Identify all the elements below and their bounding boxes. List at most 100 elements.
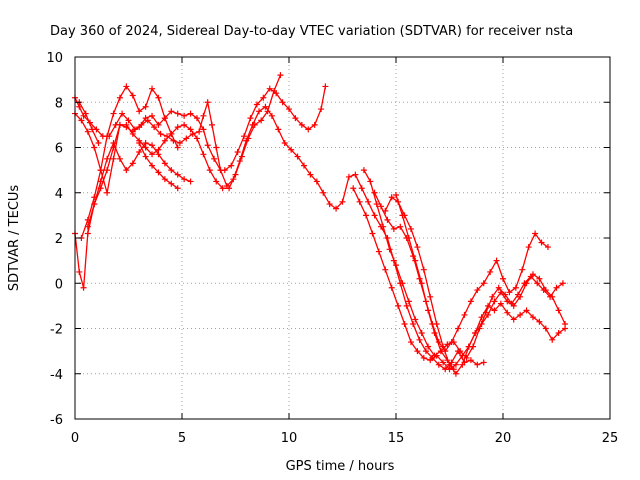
data-point	[155, 121, 162, 128]
data-point	[542, 325, 549, 332]
data-point	[401, 320, 408, 327]
y-tick-label: -2	[50, 323, 63, 338]
data-point	[382, 266, 389, 273]
data-point	[245, 135, 252, 142]
data-point	[472, 330, 479, 337]
data-point	[360, 167, 367, 174]
data-point	[298, 121, 305, 128]
data-point	[497, 289, 504, 296]
data-point	[95, 139, 102, 146]
series-trace	[78, 101, 100, 144]
data-point	[208, 121, 215, 128]
data-point	[388, 194, 395, 201]
data-point	[474, 287, 481, 294]
data-point	[529, 314, 536, 321]
series-trace	[374, 192, 549, 353]
data-point	[412, 316, 419, 323]
data-point	[358, 185, 365, 192]
data-point	[506, 289, 513, 296]
series-track-8	[350, 185, 569, 373]
data-point	[161, 176, 168, 183]
data-point	[420, 354, 427, 361]
data-point	[480, 280, 487, 287]
data-point	[76, 268, 83, 275]
data-point	[136, 108, 143, 115]
data-point	[455, 325, 462, 332]
data-point	[529, 271, 536, 278]
data-point	[155, 151, 162, 158]
data-point	[512, 284, 519, 291]
data-point	[97, 167, 104, 174]
data-point	[427, 293, 434, 300]
data-point	[125, 117, 132, 124]
data-point	[104, 189, 111, 196]
data-point	[418, 280, 425, 287]
data-point	[412, 257, 419, 264]
data-point	[457, 348, 464, 355]
data-point	[553, 284, 560, 291]
data-point	[405, 298, 412, 305]
data-point	[345, 173, 352, 180]
data-point	[425, 343, 432, 350]
data-point	[258, 117, 265, 124]
data-point	[131, 126, 138, 133]
data-point	[288, 146, 295, 153]
data-point	[399, 280, 406, 287]
axes: 0 5 10 15 20 25 -6 -4 -2 0 2 4 6 8 10	[46, 51, 618, 446]
series-trace	[74, 74, 282, 288]
data-point	[116, 155, 123, 162]
data-point	[369, 230, 376, 237]
data-point	[371, 189, 378, 196]
data-point	[440, 343, 447, 350]
x-tick-label: 0	[71, 431, 79, 446]
data-point	[450, 366, 457, 373]
data-point	[333, 205, 340, 212]
data-point	[168, 130, 175, 137]
data-point	[277, 72, 284, 79]
data-point	[149, 112, 156, 119]
data-point	[403, 302, 410, 309]
data-point	[78, 117, 85, 124]
data-point	[536, 318, 543, 325]
data-point	[142, 153, 149, 160]
data-point	[110, 139, 117, 146]
data-point	[110, 155, 117, 162]
data-point	[393, 192, 399, 199]
data-point	[168, 180, 175, 187]
data-point	[84, 128, 91, 135]
data-point	[433, 320, 440, 327]
data-point	[536, 275, 543, 282]
data-point	[489, 293, 496, 300]
data-point	[155, 169, 162, 176]
data-point	[523, 307, 530, 314]
data-point	[123, 167, 130, 174]
data-point	[80, 284, 87, 291]
data-point	[465, 343, 472, 350]
data-point	[532, 230, 539, 237]
data-point	[247, 115, 254, 122]
data-point	[444, 357, 451, 364]
data-point	[300, 162, 307, 169]
y-tick-label: 4	[55, 187, 63, 202]
series-track-4	[78, 83, 181, 241]
data-point	[174, 144, 181, 151]
data-point	[510, 302, 517, 309]
data-point	[275, 126, 282, 133]
data-point	[91, 144, 98, 151]
data-point	[504, 298, 511, 305]
data-point	[474, 361, 481, 368]
data-point	[251, 121, 258, 128]
series-trace	[363, 169, 564, 359]
data-point	[318, 106, 325, 113]
data-point	[525, 244, 532, 251]
data-point	[519, 266, 526, 273]
data-point	[129, 92, 136, 99]
data-point	[200, 126, 207, 133]
data-point	[363, 212, 370, 219]
data-point	[382, 207, 389, 214]
data-point	[493, 257, 500, 264]
data-point	[388, 284, 395, 291]
series-track-2	[72, 94, 487, 373]
data-point	[322, 83, 329, 90]
data-point	[416, 336, 423, 343]
